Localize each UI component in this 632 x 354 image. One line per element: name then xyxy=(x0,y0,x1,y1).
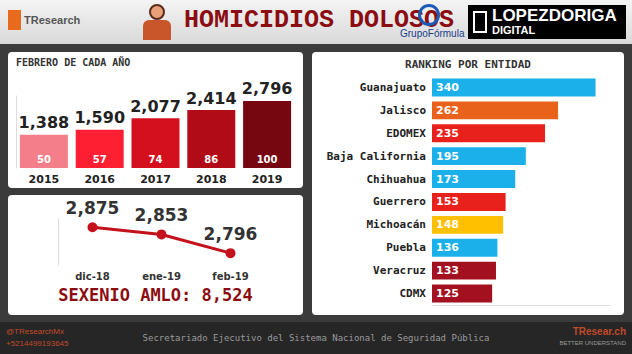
svg-text:148: 148 xyxy=(436,218,459,231)
svg-text:57: 57 xyxy=(93,154,107,165)
svg-text:CDMX: CDMX xyxy=(400,287,427,300)
svg-text:262: 262 xyxy=(436,104,459,117)
html-text:@TResearchMx: @TResearchMx xyxy=(6,327,64,336)
svg-text:2017: 2017 xyxy=(140,173,171,186)
html-text:GrupoFórmula: GrupoFórmula xyxy=(400,28,465,39)
svg-text:340: 340 xyxy=(436,81,459,94)
svg-text:2015: 2015 xyxy=(29,173,60,186)
svg-text:195: 195 xyxy=(436,150,459,163)
svg-text:136: 136 xyxy=(436,241,459,254)
svg-text:Chihuahua: Chihuahua xyxy=(366,173,426,186)
html-text:BETTER UNDERSTAND: BETTER UNDERSTAND xyxy=(559,340,626,346)
svg-text:2,875: 2,875 xyxy=(66,198,120,218)
svg-text:125: 125 xyxy=(436,287,459,300)
html-text:RANKING POR ENTIDAD: RANKING POR ENTIDAD xyxy=(405,58,531,71)
svg-text:Michoacán: Michoacán xyxy=(366,218,426,231)
svg-text:235: 235 xyxy=(436,127,459,140)
html-text:SEXENIO AMLO: 8,524: SEXENIO AMLO: 8,524 xyxy=(58,285,253,305)
svg-text:Guanajuato: Guanajuato xyxy=(360,81,427,94)
html-text:+5214499193645: +5214499193645 xyxy=(6,339,69,348)
svg-text:ene-19: ene-19 xyxy=(142,271,181,282)
svg-text:feb-19: feb-19 xyxy=(212,271,248,282)
svg-text:2,796: 2,796 xyxy=(204,224,258,244)
svg-text:Veracruz: Veracruz xyxy=(373,264,426,277)
svg-text:2,796: 2,796 xyxy=(242,79,293,98)
svg-text:133: 133 xyxy=(436,264,459,277)
svg-text:74: 74 xyxy=(149,154,163,165)
svg-text:Puebla: Puebla xyxy=(386,241,426,254)
svg-text:153: 153 xyxy=(436,195,459,208)
svg-text:173: 173 xyxy=(436,173,459,186)
svg-text:2019: 2019 xyxy=(252,173,283,186)
html-text:Secretariado Ejecutivo del Sis: Secretariado Ejecutivo del Sistema Nacio… xyxy=(142,333,490,343)
html-text:TResear.ch: TResear.ch xyxy=(572,326,626,337)
svg-text:1,388: 1,388 xyxy=(19,113,70,132)
svg-text:EDOMEX: EDOMEX xyxy=(386,127,426,140)
svg-text:Baja California: Baja California xyxy=(327,150,426,163)
svg-text:86: 86 xyxy=(204,154,218,165)
svg-text:100: 100 xyxy=(257,154,278,165)
svg-text:2,853: 2,853 xyxy=(135,205,189,225)
html-text:TResearch: TResearch xyxy=(24,14,81,26)
svg-text:Jalisco: Jalisco xyxy=(380,104,427,117)
svg-text:Guerrero: Guerrero xyxy=(373,195,426,208)
svg-text:50: 50 xyxy=(37,154,51,165)
svg-text:2018: 2018 xyxy=(196,173,227,186)
svg-text:2016: 2016 xyxy=(84,173,115,186)
html-text:DIGITAL: DIGITAL xyxy=(492,24,536,36)
svg-text:1,590: 1,590 xyxy=(74,108,125,127)
svg-text:2,077: 2,077 xyxy=(130,97,181,116)
html-text:HOMICIDIOS DOLOSOS: HOMICIDIOS DOLOSOS xyxy=(184,6,454,35)
svg-text:2,414: 2,414 xyxy=(186,89,237,108)
html-text:LOPEZDORIGA: LOPEZDORIGA xyxy=(492,6,617,25)
svg-text:dic-18: dic-18 xyxy=(75,271,110,282)
html-text:FEBRERO DE CADA AÑO: FEBRERO DE CADA AÑO xyxy=(16,57,131,68)
